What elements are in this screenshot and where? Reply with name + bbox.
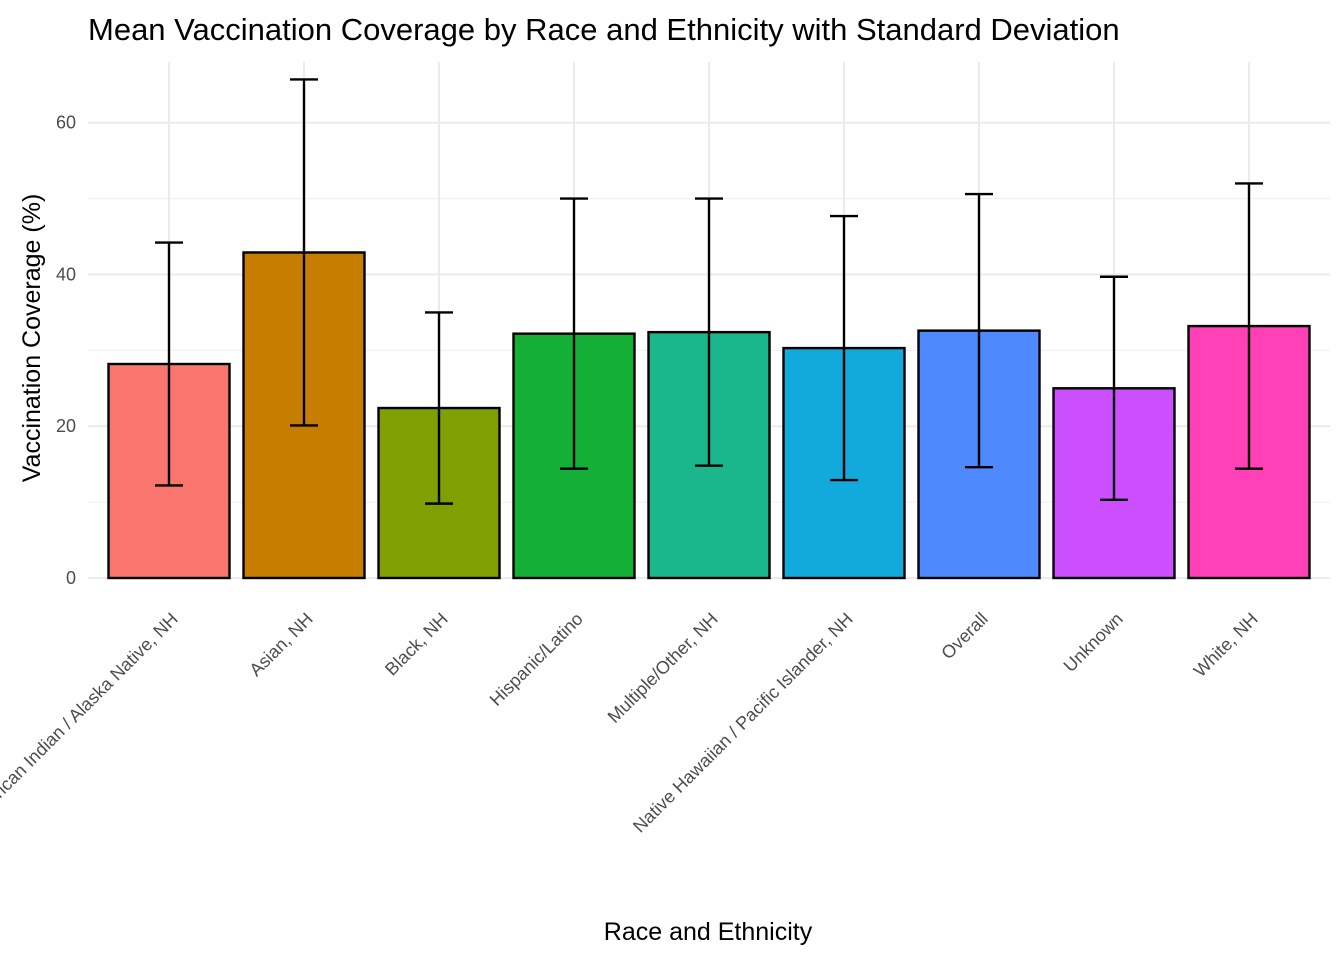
- y-tick-label: 40: [56, 264, 76, 284]
- y-axis-ticks: 0 20 40 60: [56, 113, 76, 588]
- x-axis-ticks: American Indian / Alaska Native, NH Asian…: [0, 609, 1262, 837]
- x-tick-label: Native Hawaiian / Pacific Islander, NH: [629, 609, 857, 837]
- x-tick-label: Overall: [937, 609, 991, 663]
- error-bar-3: [425, 311, 453, 505]
- x-tick-label: Hispanic/Latino: [486, 609, 587, 710]
- y-tick-label: 60: [56, 113, 76, 133]
- error-bar-6: [830, 214, 858, 482]
- error-bar-1: [155, 241, 183, 487]
- error-bar-5: [695, 197, 723, 467]
- error-bar-7: [965, 192, 993, 469]
- y-tick-label: 20: [56, 416, 76, 436]
- x-tick-label: Unknown: [1060, 609, 1127, 676]
- x-tick-label: White, NH: [1190, 609, 1262, 681]
- x-tick-label: Multiple/Other, NH: [604, 609, 722, 727]
- error-bar-8: [1100, 275, 1128, 502]
- x-tick-label: American Indian / Alaska Native, NH: [0, 609, 182, 828]
- chart-title: Mean Vaccination Coverage by Race and Et…: [88, 12, 1120, 47]
- error-bar-9: [1235, 182, 1263, 470]
- y-tick-label: 0: [66, 568, 76, 588]
- error-bar-2: [290, 78, 318, 427]
- error-bars: [155, 78, 1263, 505]
- x-tick-label: Asian, NH: [245, 609, 316, 680]
- x-tick-label: Black, NH: [381, 609, 452, 680]
- error-bar-4: [560, 197, 588, 470]
- y-axis-title: Vaccination Coverage (%): [18, 194, 46, 483]
- x-axis-title: Race and Ethnicity: [604, 918, 813, 946]
